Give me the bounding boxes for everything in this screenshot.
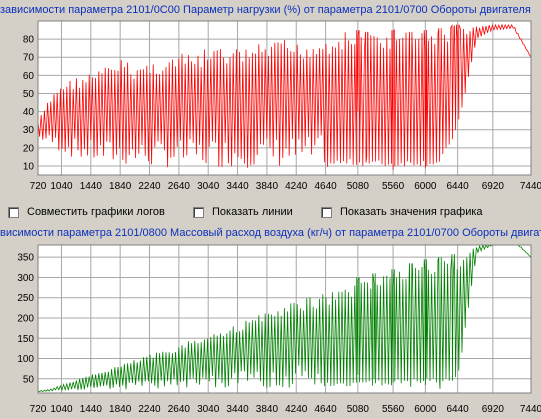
y-tick-label: 100	[17, 354, 34, 365]
x-tick-label: 7440	[520, 404, 541, 415]
y-tick-label: 250	[17, 293, 34, 304]
x-tick-label: 6440	[447, 404, 470, 415]
x-tick-label: 1840	[109, 404, 132, 415]
x-tick-label: 2240	[138, 181, 161, 192]
x-tick-label: 6000	[414, 181, 437, 192]
y-tick-label: 40	[23, 107, 35, 118]
x-tick-label: 6440	[447, 181, 470, 192]
y-tick-label: 60	[23, 71, 35, 82]
x-tick-label: 3040	[197, 404, 220, 415]
combine-logs-option[interactable]: Совместить графики логов	[8, 206, 165, 218]
show-values-checkbox[interactable]	[321, 206, 332, 218]
x-tick-label: 1040	[50, 181, 73, 192]
combine-logs-label: Совместить графики логов	[27, 206, 165, 218]
load-chart: 720 1040 1440 1840 2240 2640 3040 3440 3840 4240 4…	[23, 20, 541, 192]
x-tick-label: 4240	[285, 404, 308, 415]
series-line	[37, 23, 532, 170]
y-tick-label: 20	[23, 143, 35, 154]
series-line	[37, 243, 532, 393]
x-tick-label: 720	[30, 181, 47, 192]
y-tick-label: 50	[23, 374, 35, 385]
chart-title-airflow: висимости параметра 2101/0800 Массовый р…	[0, 227, 541, 239]
x-tick-label: 4640	[314, 404, 337, 415]
x-tick-label: 3840	[256, 404, 279, 415]
show-values-option[interactable]: Показать значения графика	[321, 206, 483, 218]
x-tick-label: 3840	[256, 181, 279, 192]
x-tick-label: 3040	[197, 181, 220, 192]
x-tick-label: 6920	[482, 404, 505, 415]
x-tick-label: 5080	[347, 404, 370, 415]
y-tick-label: 150	[17, 334, 34, 345]
x-tick-label: 6920	[482, 181, 505, 192]
x-tick-label: 5560	[382, 404, 405, 415]
y-tick-label: 50	[23, 89, 35, 100]
show-values-label: Показать значения графика	[340, 206, 483, 218]
x-tick-label: 1840	[109, 181, 132, 192]
x-tick-label: 5080	[347, 181, 370, 192]
x-tick-label: 2640	[168, 404, 191, 415]
x-tick-label: 720	[30, 404, 47, 415]
x-tick-label: 5560	[382, 181, 405, 192]
y-tick-label: 350	[17, 253, 34, 264]
airflow-chart: 720 1040 1440 1840 2240 2640 3040 3440 3840 4240 4…	[17, 243, 541, 415]
show-lines-option[interactable]: Показать линии	[193, 206, 293, 218]
y-tick-label: 200	[17, 313, 34, 324]
y-tick-label: 80	[23, 35, 35, 46]
y-tick-label: 300	[17, 273, 34, 284]
x-tick-label: 2240	[138, 404, 161, 415]
x-tick-label: 7440	[520, 181, 541, 192]
y-tick-label: 30	[23, 125, 35, 136]
chart-title-load: зависимости параметра 2101/0С00 Параметр…	[0, 4, 531, 16]
x-tick-label: 6000	[414, 404, 437, 415]
show-lines-label: Показать линии	[212, 206, 293, 218]
options-bar: Совместить графики логов Показать линии …	[0, 204, 541, 222]
combine-logs-checkbox[interactable]	[8, 206, 19, 218]
x-tick-label: 4240	[285, 181, 308, 192]
x-tick-label: 4640	[314, 181, 337, 192]
x-tick-label: 3440	[226, 181, 249, 192]
x-tick-label: 1440	[80, 181, 103, 192]
x-tick-label: 3440	[226, 404, 249, 415]
y-tick-label: 10	[23, 161, 35, 172]
show-lines-checkbox[interactable]	[193, 206, 204, 218]
y-tick-label: 70	[23, 53, 35, 64]
x-tick-label: 2640	[168, 181, 191, 192]
plot-frame	[37, 20, 532, 176]
x-tick-label: 1040	[50, 404, 73, 415]
plot-frame	[37, 244, 532, 394]
x-tick-label: 1440	[80, 404, 103, 415]
